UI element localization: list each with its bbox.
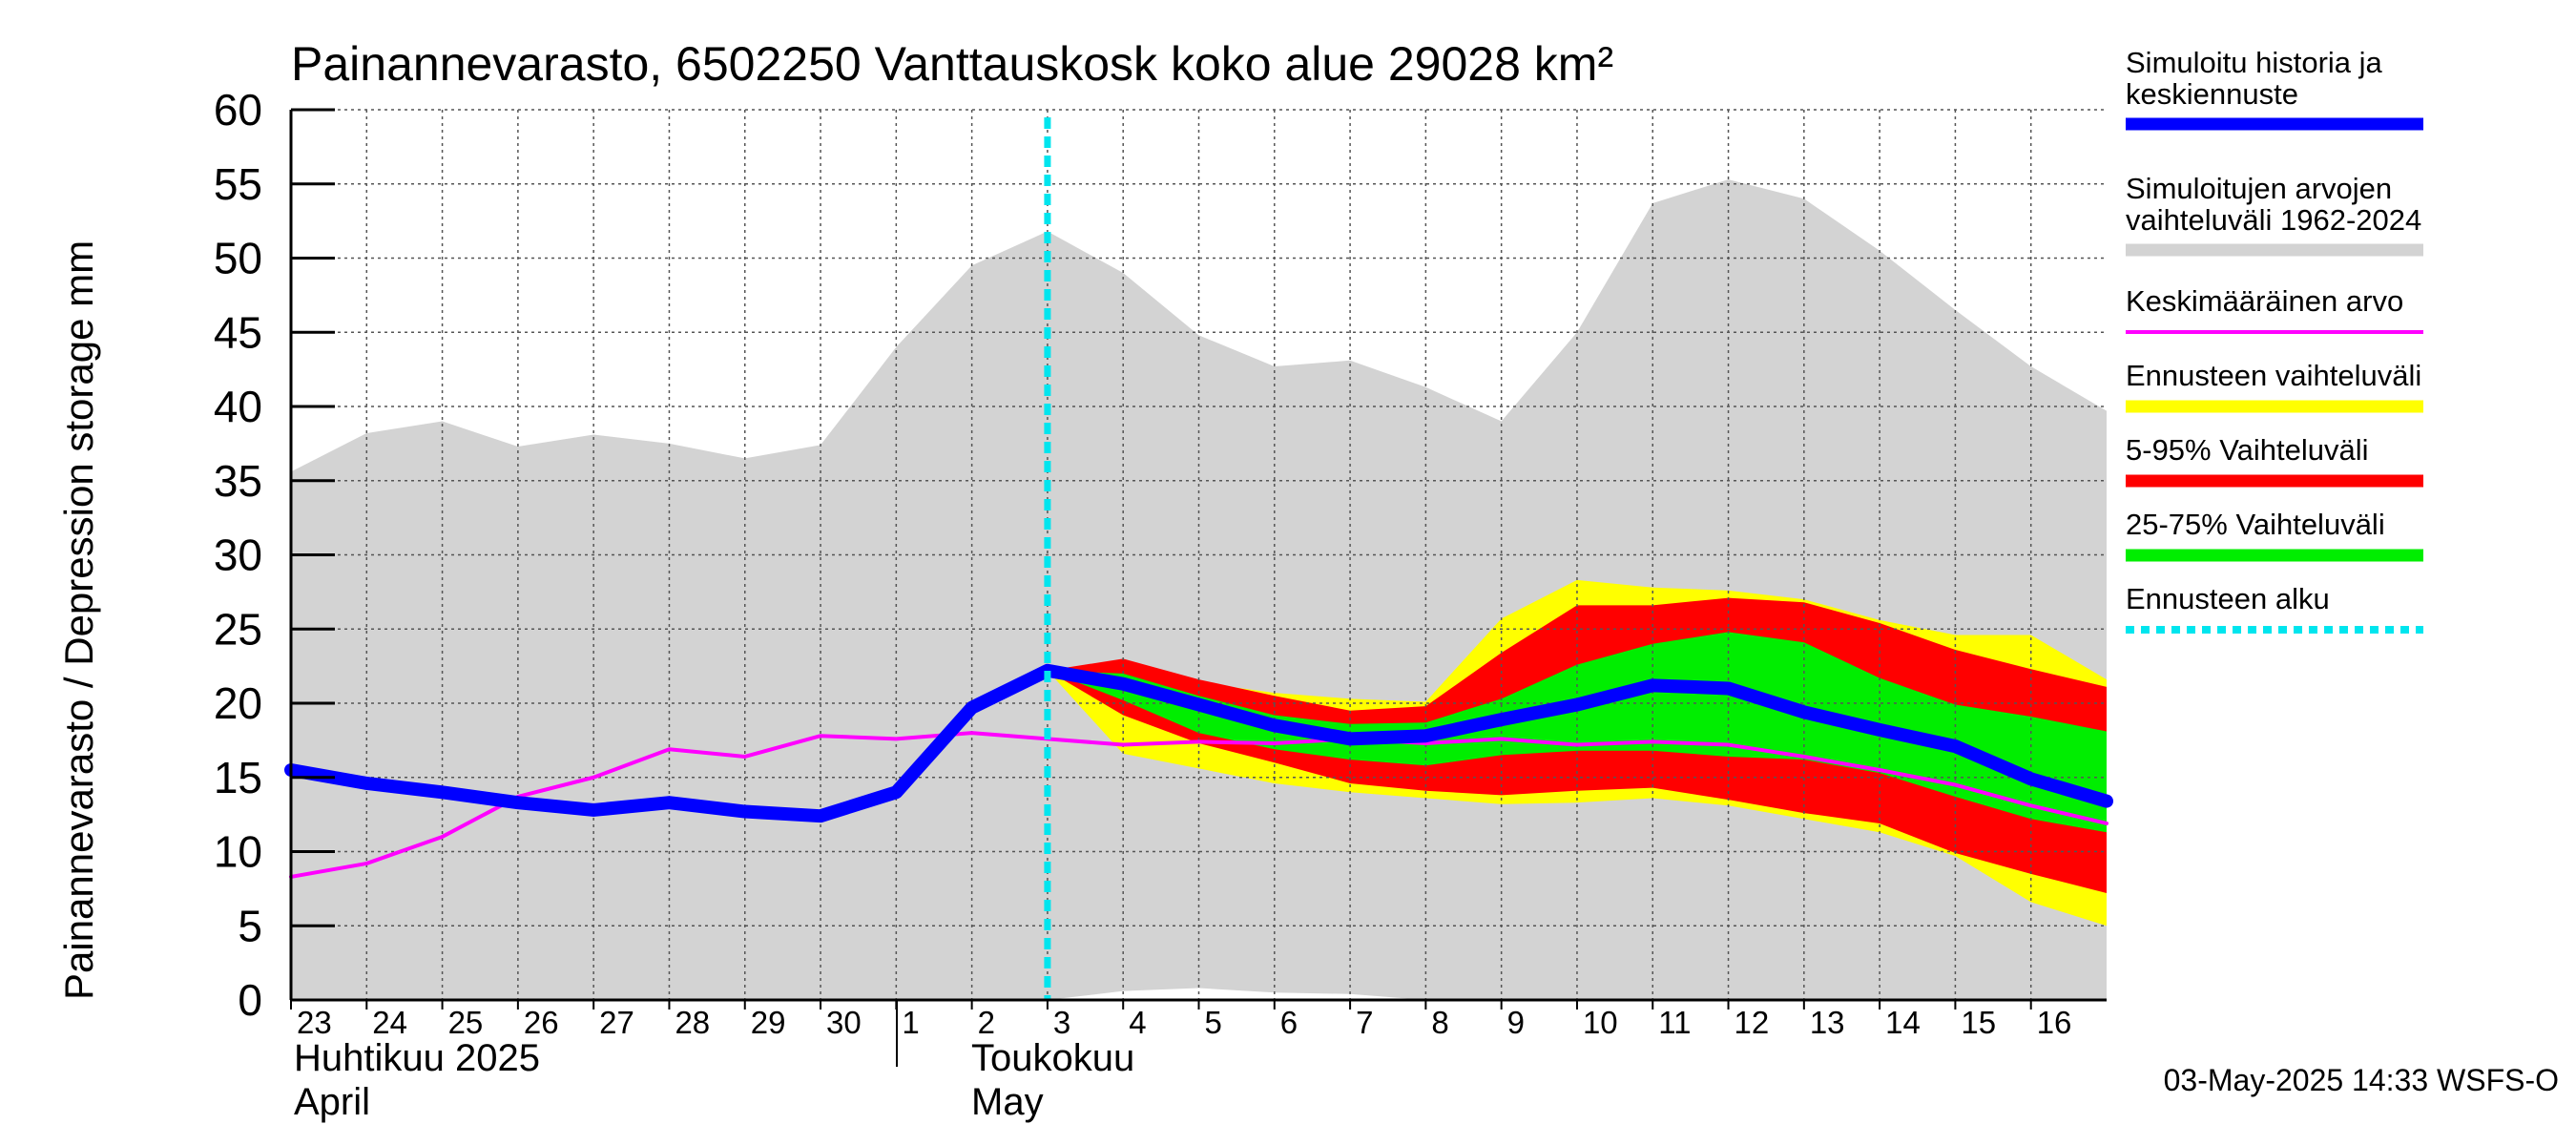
legend-item: 5-95% Vaihteluväli bbox=[2126, 433, 2423, 488]
x-tick-label: 2 bbox=[978, 1005, 995, 1040]
x-tick-label: 6 bbox=[1280, 1005, 1298, 1040]
month-label-may-en: May bbox=[971, 1081, 1044, 1123]
y-tick-label: 0 bbox=[238, 975, 262, 1025]
x-tick-label: 11 bbox=[1658, 1005, 1691, 1040]
legend-label: Keskimääräinen arvo bbox=[2126, 284, 2403, 318]
x-tick-label: 25 bbox=[448, 1005, 484, 1040]
y-tick-label: 35 bbox=[214, 456, 262, 506]
x-tick-label: 27 bbox=[599, 1005, 634, 1040]
y-tick-label: 60 bbox=[214, 85, 262, 135]
legend-label: Simuloitujen arvojen bbox=[2126, 172, 2392, 205]
legend-item: Keskimääräinen arvo bbox=[2126, 284, 2423, 334]
legend-item: Ennusteen vaihteluväli bbox=[2126, 359, 2423, 413]
x-tick-label: 4 bbox=[1129, 1005, 1146, 1040]
y-axis-label: Painannevarasto / Depression storage mm bbox=[56, 240, 101, 1000]
legend-label: 5-95% Vaihteluväli bbox=[2126, 433, 2368, 467]
y-tick-label: 50 bbox=[214, 234, 262, 283]
legend-label-line2: keskiennuste bbox=[2126, 77, 2298, 111]
legend-label: 25-75% Vaihteluväli bbox=[2126, 508, 2385, 541]
x-tick-label: 13 bbox=[1810, 1005, 1845, 1040]
x-tick-label: 23 bbox=[297, 1005, 332, 1040]
legend-label-line2: vaihteluväli 1962-2024 bbox=[2126, 203, 2421, 237]
month-label-april-fi: Huhtikuu 2025 bbox=[294, 1037, 540, 1079]
x-tick-label: 8 bbox=[1431, 1005, 1448, 1040]
timestamp: 03-May-2025 14:33 WSFS-O bbox=[2164, 1063, 2559, 1097]
x-tick-label: 9 bbox=[1507, 1005, 1525, 1040]
y-axis-ticks: 0 5 10 15 20 25 30 35 40 45 50 55 60 bbox=[214, 85, 335, 1025]
y-tick-label: 30 bbox=[214, 531, 262, 580]
series-line-mean bbox=[289, 731, 2109, 879]
x-tick-label: 10 bbox=[1583, 1005, 1618, 1040]
x-tick-label: 3 bbox=[1053, 1005, 1070, 1040]
x-tick-label: 16 bbox=[2037, 1005, 2072, 1040]
month-label-april-en: April bbox=[294, 1081, 370, 1123]
legend-item: Ennusteen alku bbox=[2126, 582, 2423, 634]
x-tick-label: 24 bbox=[372, 1005, 407, 1040]
legend-item: 25-75% Vaihteluväli bbox=[2126, 508, 2423, 562]
x-tick-label: 14 bbox=[1885, 1005, 1921, 1040]
x-tick-label: 30 bbox=[826, 1005, 862, 1040]
x-tick-label: 7 bbox=[1356, 1005, 1373, 1040]
y-tick-label: 25 bbox=[214, 604, 262, 654]
y-tick-label: 20 bbox=[214, 678, 262, 728]
series-line-simulated bbox=[284, 663, 2113, 823]
y-tick-label: 45 bbox=[214, 307, 262, 357]
legend-label: Ennusteen alku bbox=[2126, 582, 2330, 615]
y-tick-label: 40 bbox=[214, 382, 262, 431]
plot-area bbox=[284, 109, 2113, 1067]
y-tick-label: 15 bbox=[214, 753, 262, 802]
x-tick-label: 26 bbox=[524, 1005, 559, 1040]
chart-title: Painannevarasto, 6502250 Vanttauskosk ko… bbox=[291, 37, 1613, 91]
x-tick-label: 28 bbox=[675, 1005, 710, 1040]
history-range-band bbox=[291, 179, 2107, 1000]
y-tick-label: 10 bbox=[214, 827, 262, 877]
y-tick-label: 5 bbox=[238, 901, 262, 950]
legend-label: Simuloitu historia ja bbox=[2126, 46, 2383, 79]
x-tick-label: 15 bbox=[1961, 1005, 1996, 1040]
x-axis-ticks: 23 24 25 26 27 28 29 30 1 2 3 4 5 6 7 8 9 10 11 12 13 14 15 16 bbox=[290, 1000, 2072, 1040]
x-tick-label: 1 bbox=[902, 1005, 919, 1040]
y-tick-label: 55 bbox=[214, 159, 262, 209]
x-tick-label: 12 bbox=[1735, 1005, 1770, 1040]
legend: Simuloitu historia jakeskiennusteSimuloi… bbox=[2126, 46, 2423, 634]
legend-label: Ennusteen vaihteluväli bbox=[2126, 359, 2421, 392]
month-label-may-fi: Toukokuu bbox=[971, 1037, 1134, 1079]
x-tick-label: 5 bbox=[1205, 1005, 1222, 1040]
x-tick-label: 29 bbox=[751, 1005, 786, 1040]
